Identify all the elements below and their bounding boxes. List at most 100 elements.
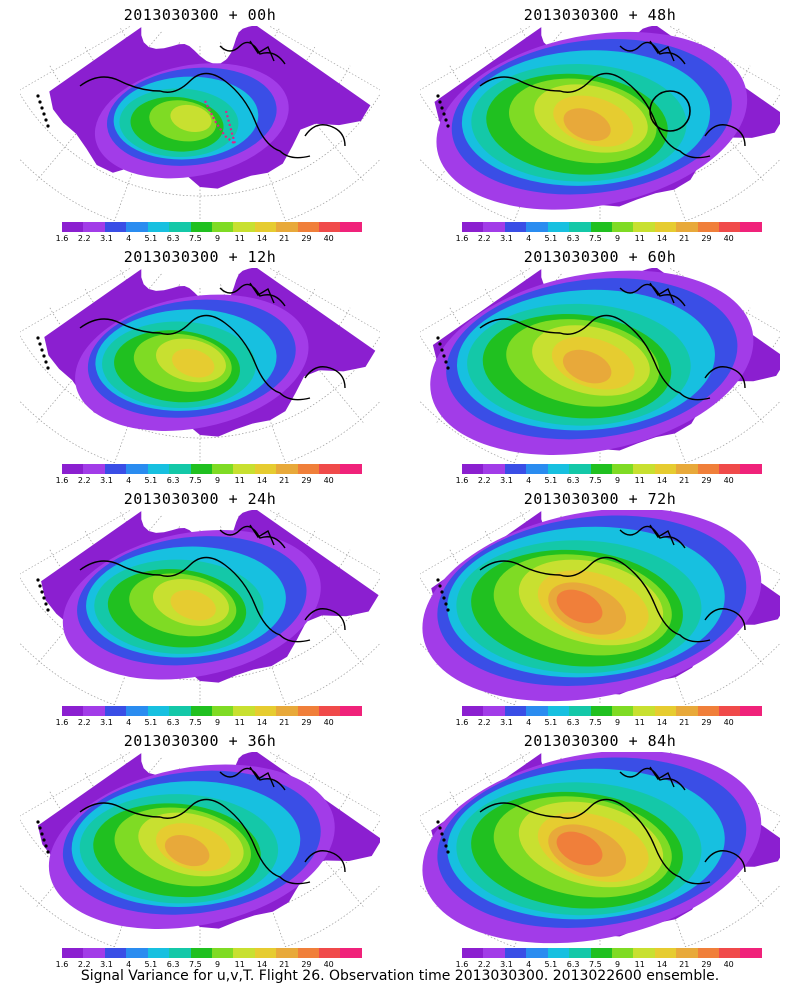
colorbar-tick-label: 6.3 xyxy=(166,960,180,969)
longitude-line xyxy=(20,510,132,575)
colorbar-swatch xyxy=(276,222,298,232)
colorbar-swatch xyxy=(340,222,362,232)
colorbar xyxy=(62,222,362,232)
island-marker xyxy=(38,342,42,346)
colorbar-tick-label: 6.3 xyxy=(166,718,180,727)
variance-contour xyxy=(170,589,216,621)
latitude-line xyxy=(20,158,380,221)
island-marker xyxy=(42,838,46,842)
colorbar-tick-label: 5.1 xyxy=(144,234,158,243)
colorbar-swatch xyxy=(504,706,527,716)
island-marker xyxy=(46,850,50,854)
colorbar-tick-label: 14 xyxy=(656,960,668,969)
colorbar-tick-label: 14 xyxy=(656,718,668,727)
colorbar-tick-label: 9 xyxy=(215,476,221,485)
colorbar-swatch xyxy=(611,948,634,958)
colorbar-tick-label: 2.2 xyxy=(477,476,491,485)
variance-contour xyxy=(556,589,603,624)
map-panel-p24: 2013030300 + 24h 1.6 2.2 3.1 4 5.1 6.3 7.5 9 11 14… xyxy=(0,484,400,727)
colorbar-tick-label: 1.6 xyxy=(455,234,469,243)
longitude-line xyxy=(20,268,132,333)
colorbar-swatch xyxy=(319,706,341,716)
colorbar-labels: 1.6 2.2 3.1 4 5.1 6.3 7.5 9 11 14 21 29 40 xyxy=(452,960,772,970)
colorbar-swatch xyxy=(547,706,570,716)
longitude-line xyxy=(420,268,532,333)
colorbar-tick-label: 6.3 xyxy=(566,718,580,727)
colorbar-tick-label: 40 xyxy=(723,960,734,969)
longitude-line xyxy=(420,752,532,817)
latitude-line xyxy=(20,884,380,947)
colorbar-tick-label: 14 xyxy=(656,234,668,243)
colorbar-tick-label: 3.1 xyxy=(100,960,113,969)
colorbar-swatch xyxy=(104,948,127,958)
colorbar-swatch xyxy=(62,948,84,958)
coastline xyxy=(479,282,746,401)
island-marker xyxy=(436,820,440,824)
colorbar-tick-label: 1.6 xyxy=(55,960,69,969)
colorbar-swatch xyxy=(147,222,170,232)
coastline xyxy=(79,766,346,885)
colorbar-swatch xyxy=(697,706,720,716)
island-marker xyxy=(440,106,444,110)
variance-field xyxy=(49,26,371,189)
colorbar-swatch xyxy=(254,464,277,474)
colorbar-tick-label: 11 xyxy=(234,234,245,243)
island-marker xyxy=(46,608,50,612)
island-marker xyxy=(440,590,444,594)
colorbar-tick-label: 4 xyxy=(126,234,132,243)
colorbar-swatch xyxy=(611,464,634,474)
colorbar-tick-label: 4 xyxy=(126,960,132,969)
colorbar-tick-label: 14 xyxy=(256,234,268,243)
colorbar-swatch xyxy=(211,948,234,958)
colorbar-tick-label: 21 xyxy=(279,234,290,243)
island-marker xyxy=(44,360,48,364)
colorbar-swatch xyxy=(254,222,277,232)
colorbar-swatch xyxy=(211,464,234,474)
colorbar-swatch xyxy=(740,222,762,232)
latitude-line xyxy=(20,400,380,463)
longitude-line xyxy=(420,510,532,575)
colorbar-labels: 1.6 2.2 3.1 4 5.1 6.3 7.5 9 11 14 21 29 40 xyxy=(52,234,372,244)
latitude-line xyxy=(420,158,780,221)
colorbar-swatch xyxy=(233,948,255,958)
colorbar-tick-label: 1.6 xyxy=(55,234,69,243)
colorbar-tick-label: 2.2 xyxy=(477,234,491,243)
colorbar xyxy=(462,948,762,958)
colorbar-swatch xyxy=(126,706,148,716)
panel-title: 2013030300 + 72h xyxy=(523,490,677,508)
longitude-line xyxy=(420,26,532,91)
colorbar-swatch xyxy=(233,222,255,232)
map-panel-p72: 2013030300 + 72h 1.6 2.2 3.1 4 5.1 6.3 7.5 9 11 14… xyxy=(400,484,800,727)
panel-title: 2013030300 + 48h xyxy=(523,6,677,24)
colorbar-tick-label: 2.2 xyxy=(477,718,491,727)
island-marker xyxy=(46,366,50,370)
colorbar-swatch xyxy=(83,706,105,716)
colorbar-tick-label: 21 xyxy=(679,476,690,485)
colorbar-tick-label: 21 xyxy=(279,960,290,969)
colorbar-tick-label: 5.1 xyxy=(144,476,158,485)
colorbar-swatch xyxy=(126,948,148,958)
colorbar-labels: 1.6 2.2 3.1 4 5.1 6.3 7.5 9 11 14 21 29 40 xyxy=(452,718,772,728)
colorbar-tick-label: 40 xyxy=(723,476,734,485)
colorbar-tick-label: 1.6 xyxy=(55,718,69,727)
colorbar-tick-label: 9 xyxy=(215,234,221,243)
colorbar-swatch xyxy=(504,222,527,232)
colorbar-tick-label: 7.5 xyxy=(188,960,202,969)
observation-circle xyxy=(649,90,691,132)
colorbar-swatch xyxy=(611,222,634,232)
colorbar-tick-label: 5.1 xyxy=(144,718,158,727)
island-marker xyxy=(438,100,442,104)
colorbar-swatch xyxy=(83,948,105,958)
colorbar xyxy=(462,706,762,716)
latitude-line xyxy=(20,642,380,705)
colorbar-tick-label: 40 xyxy=(723,234,734,243)
colorbar-tick-label: 21 xyxy=(279,718,290,727)
colorbar-tick-label: 1.6 xyxy=(455,960,469,969)
variance-contour xyxy=(562,349,612,384)
panel-title: 2013030300 + 24h xyxy=(123,490,277,508)
island-marker xyxy=(42,112,46,116)
colorbar-swatch xyxy=(676,948,698,958)
colorbar-tick-label: 5.1 xyxy=(544,476,558,485)
island-marker xyxy=(42,596,46,600)
variance-field xyxy=(37,752,380,929)
